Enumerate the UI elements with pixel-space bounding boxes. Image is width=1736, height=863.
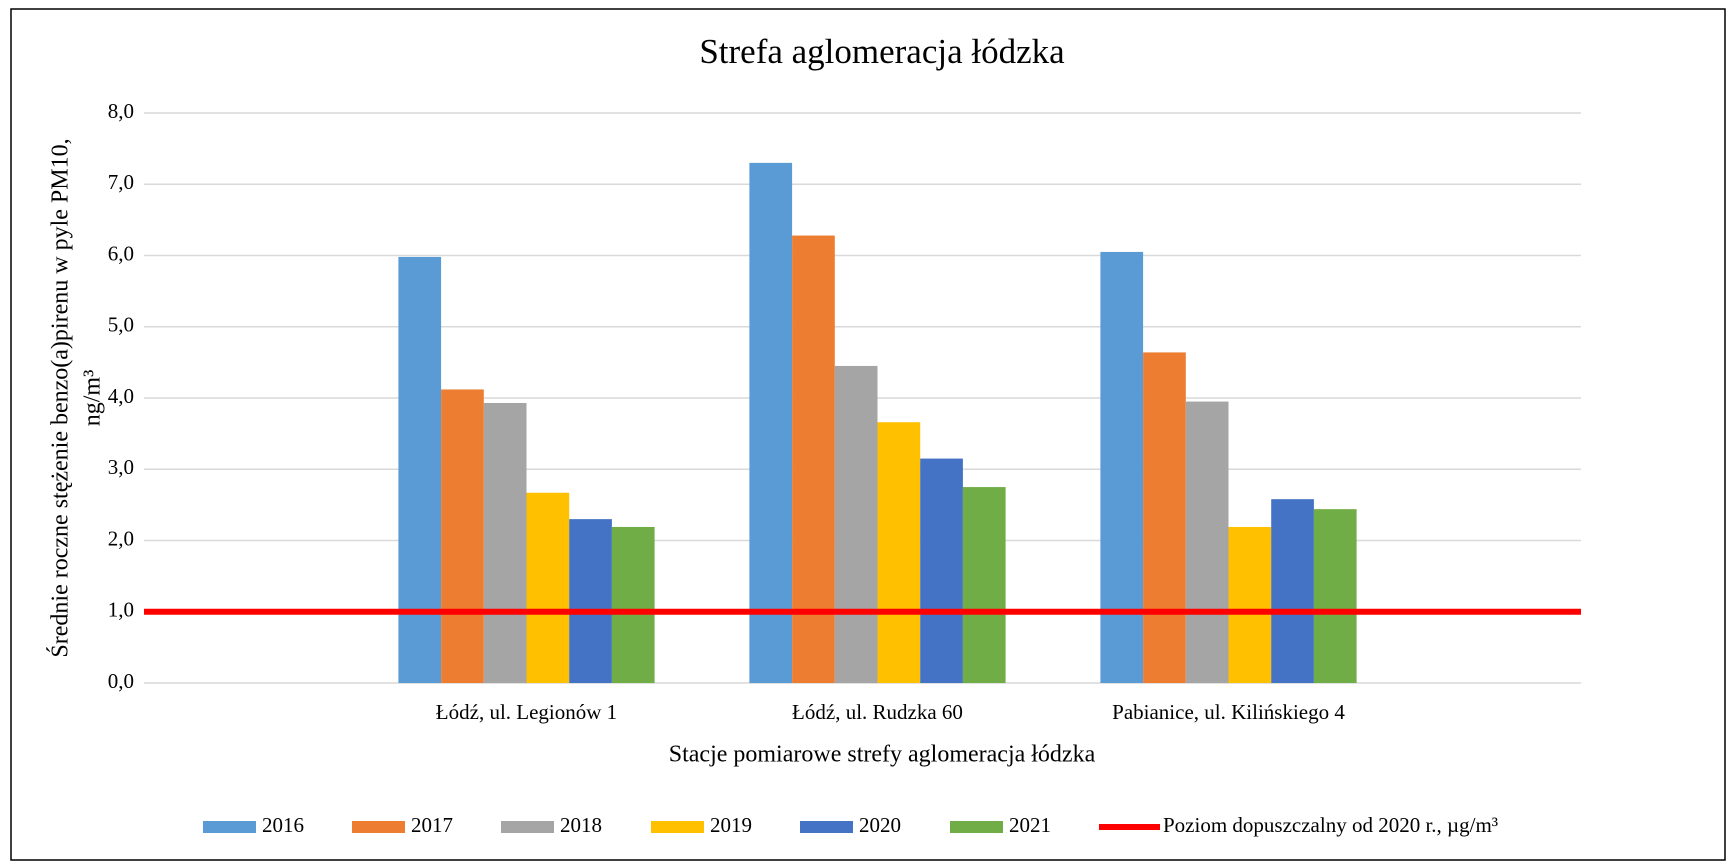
y-axis-label-line: ng/m³ xyxy=(80,370,106,427)
legend-swatch xyxy=(950,821,1003,833)
y-axis-label-line: Średnie roczne stężenie benzo(a)pirenu w… xyxy=(47,138,74,657)
chart-border xyxy=(10,8,1726,861)
legend-label: 2016 xyxy=(262,813,304,837)
x-tick-label: Pabianice, ul. Kilińskiego 4 xyxy=(1112,700,1345,724)
bar xyxy=(1100,251,1144,683)
y-tick-label: 8,0 xyxy=(108,99,134,123)
bar xyxy=(1228,526,1272,683)
legend-swatch xyxy=(800,821,853,833)
legend-swatch xyxy=(203,821,256,833)
bar xyxy=(1185,401,1229,683)
chart-title: Strefa aglomeracja łódzka xyxy=(699,32,1065,71)
bar xyxy=(441,389,484,683)
y-tick-label: 0,0 xyxy=(108,669,134,693)
bar xyxy=(398,256,442,683)
y-tick-label: 5,0 xyxy=(108,313,134,337)
x-tick-label: Łódź, ul. Legionów 1 xyxy=(436,700,617,724)
legend-label: 2019 xyxy=(710,813,752,837)
x-tick-label: Łódź, ul. Rudzka 60 xyxy=(792,700,963,724)
bar xyxy=(962,487,1006,683)
y-axis-label: Średnie roczne stężenie benzo(a)pirenu w… xyxy=(47,138,106,657)
y-tick-label: 7,0 xyxy=(108,170,134,194)
y-tick-label: 6,0 xyxy=(108,241,134,265)
bar xyxy=(749,162,793,683)
bar xyxy=(1313,509,1357,683)
bar xyxy=(611,526,655,683)
x-axis-label: Stacje pomiarowe strefy aglomeracja łódz… xyxy=(669,742,1096,768)
y-tick-label: 3,0 xyxy=(108,455,134,479)
bar xyxy=(526,492,570,683)
legend-label: 2021 xyxy=(1009,813,1051,837)
bar xyxy=(1143,352,1186,683)
legend-swatch xyxy=(352,821,405,833)
bar xyxy=(569,519,612,683)
legend-swatch xyxy=(501,821,554,833)
y-tick-label: 1,0 xyxy=(108,598,134,622)
bar xyxy=(920,458,963,683)
bar xyxy=(483,402,527,683)
y-tick-label: 2,0 xyxy=(108,526,134,550)
bar xyxy=(792,235,835,684)
legend-label: Poziom dopuszczalny od 2020 r., µg/m³ xyxy=(1163,813,1498,837)
bar xyxy=(1271,499,1314,683)
legend-label: 2017 xyxy=(411,813,453,837)
bar xyxy=(877,422,921,683)
legend-label: 2020 xyxy=(859,813,901,837)
legend-swatch xyxy=(651,821,704,833)
legend-label: 2018 xyxy=(560,813,602,837)
y-tick-label: 4,0 xyxy=(108,384,134,408)
bar xyxy=(834,365,878,683)
